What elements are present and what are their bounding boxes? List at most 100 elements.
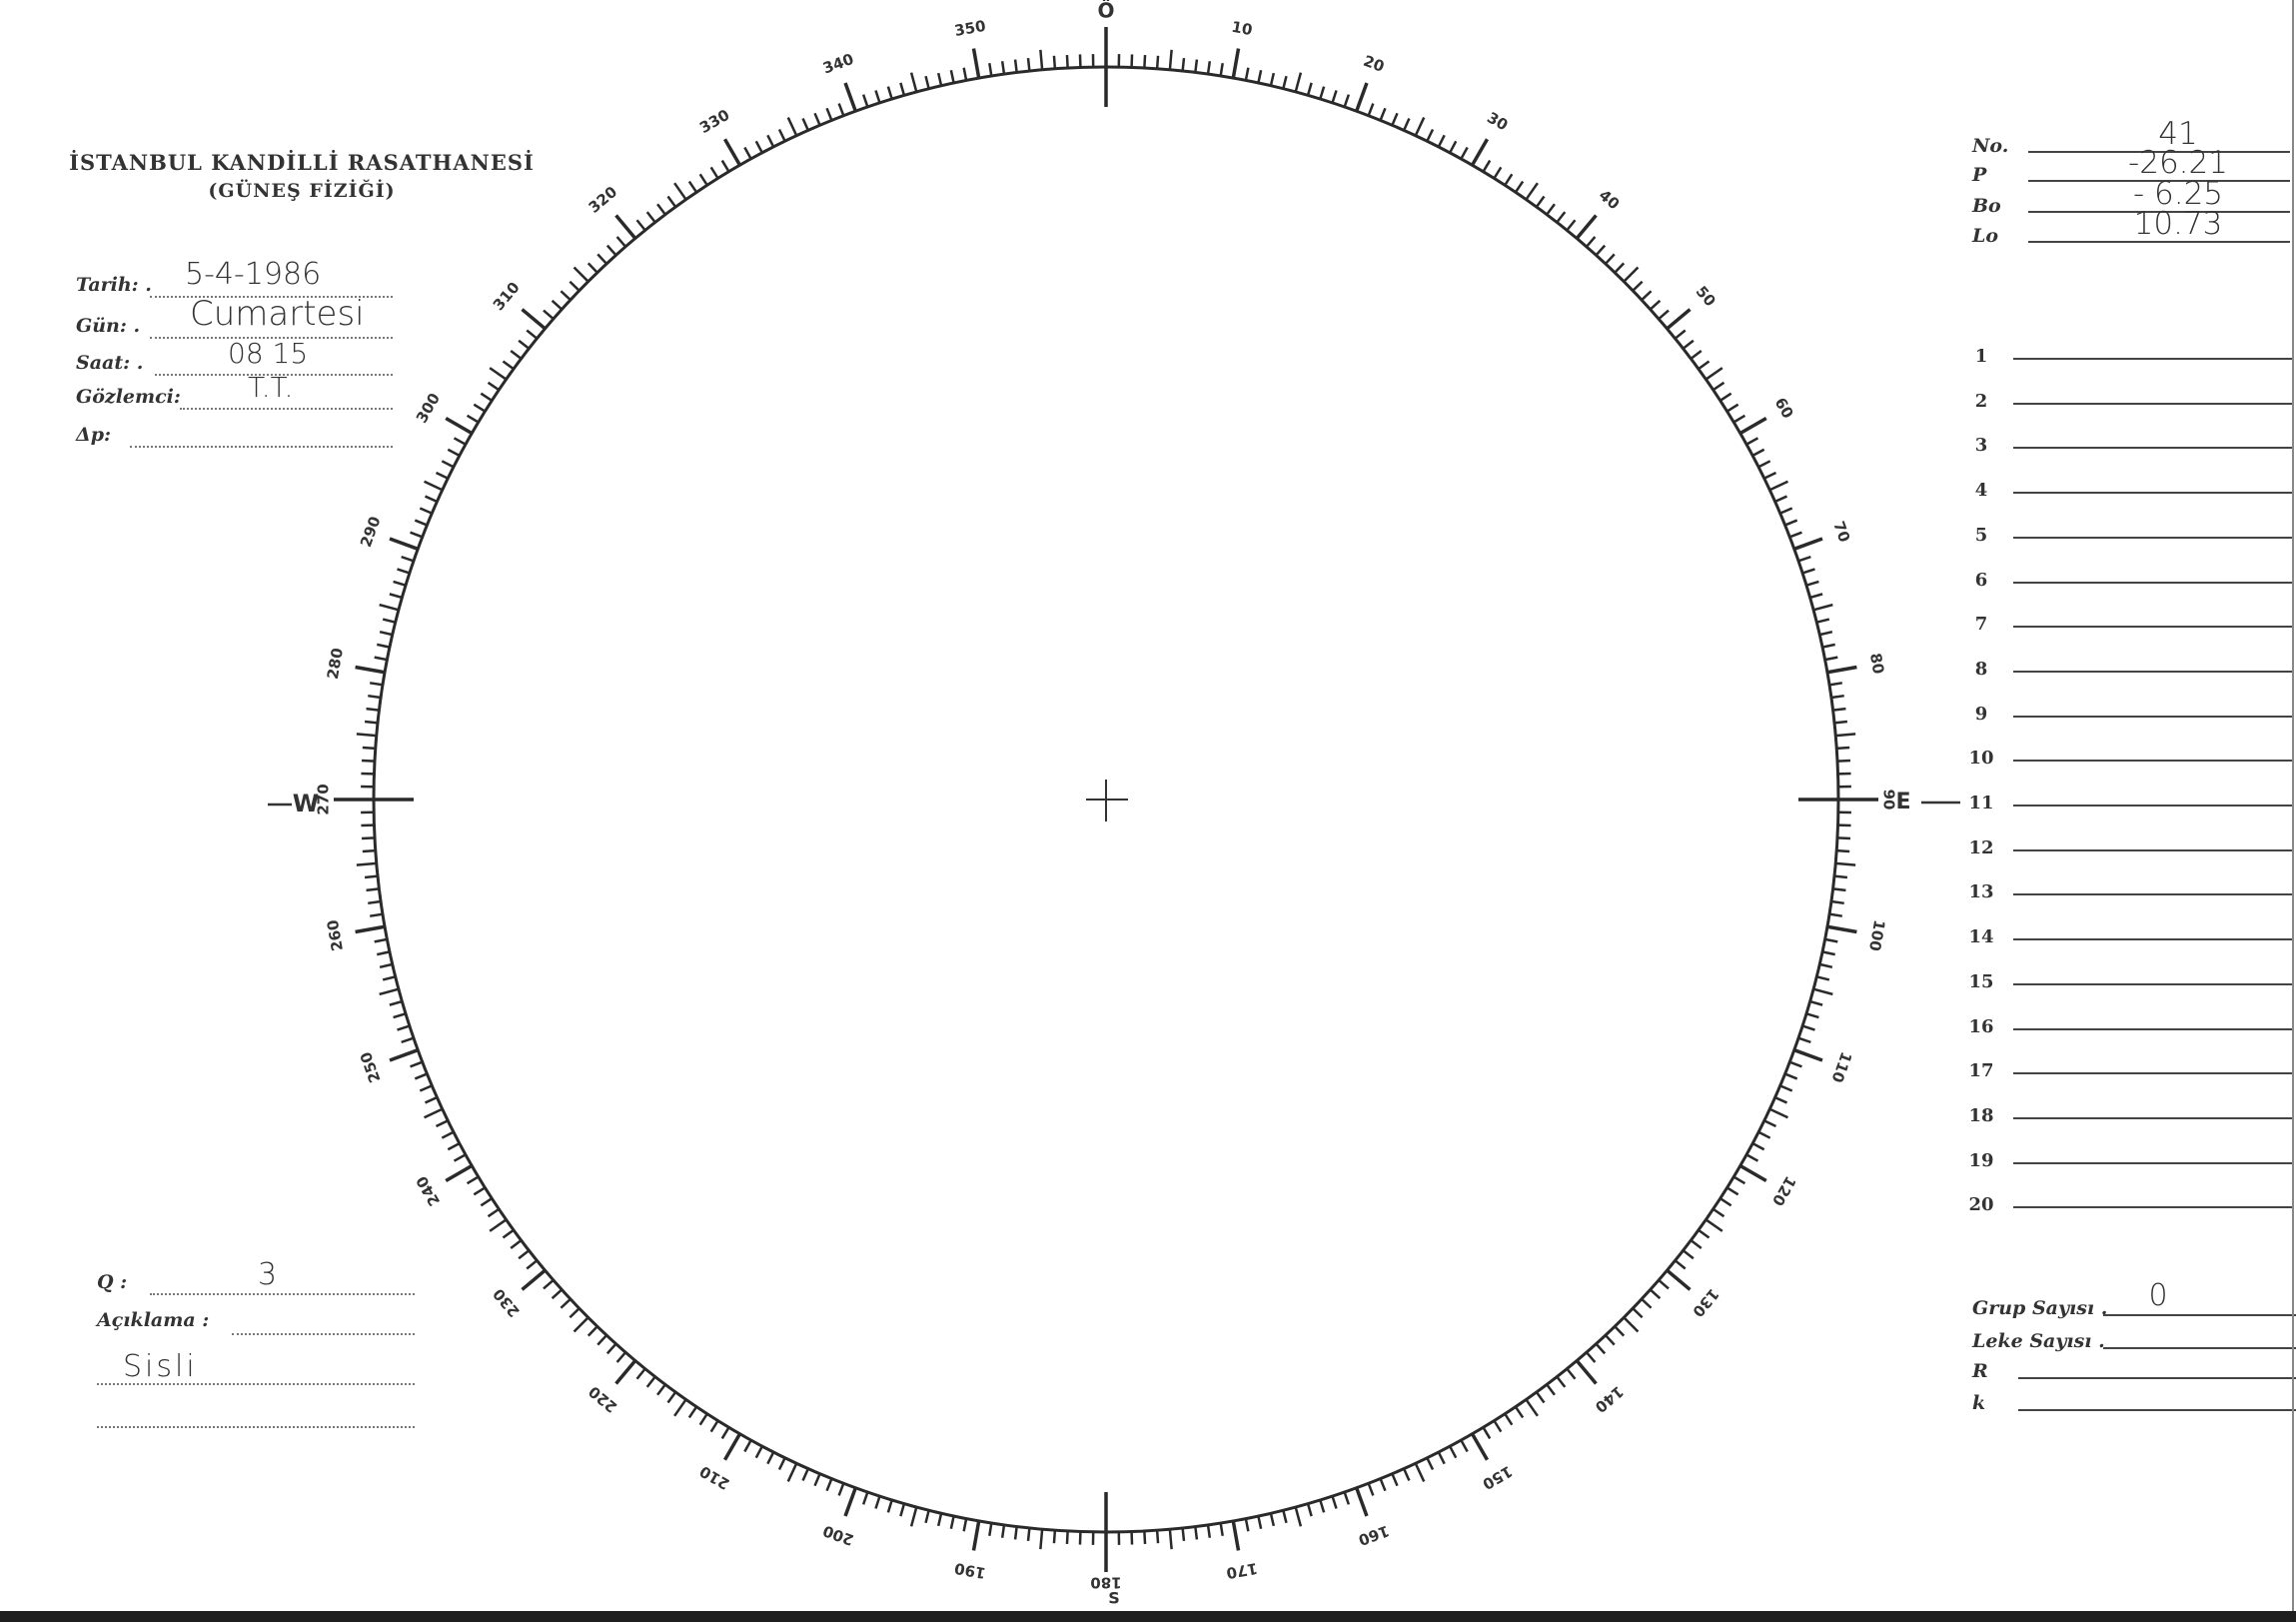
scan-bottom-edge	[0, 1611, 2296, 1622]
tick-251	[401, 1036, 415, 1044]
spot-entry-line-17[interactable]	[2013, 1072, 2292, 1075]
tick-9	[1219, 62, 1224, 77]
tick-239	[466, 1175, 480, 1185]
spot-entry-line-7[interactable]	[2013, 626, 2292, 629]
tick-292	[414, 519, 428, 527]
degree-label-0: Ö	[1097, 0, 1114, 23]
degree-label-340: 340	[820, 50, 856, 78]
field-value-0[interactable]: 5-4-1986	[185, 257, 322, 292]
spot-entry-line-2[interactable]	[2013, 402, 2292, 405]
tick-81	[1828, 682, 1843, 687]
field-value-3[interactable]: T.T.	[248, 371, 294, 404]
tick-246	[424, 1095, 438, 1104]
tick-300	[445, 416, 474, 436]
tick-24	[1402, 117, 1411, 131]
tick-183	[1065, 1530, 1069, 1545]
param-value-0[interactable]: 41	[2158, 116, 2198, 152]
tick-205	[786, 1462, 798, 1482]
line-number: 17	[1968, 1060, 1994, 1082]
spot-entry-line-16[interactable]	[2013, 1027, 2292, 1030]
tick-331	[743, 146, 752, 160]
tick-80	[1826, 665, 1857, 675]
spot-entry-line-15[interactable]	[2013, 982, 2292, 985]
tick-241	[453, 1153, 467, 1162]
tick-142	[1556, 1375, 1567, 1388]
tick-8	[1206, 61, 1212, 75]
tick-330	[722, 138, 742, 167]
line-number: 5	[1974, 524, 1988, 546]
spot-entry-line-8[interactable]	[2013, 670, 2292, 673]
tick-333	[766, 134, 775, 148]
spot-entry-line-14[interactable]	[2013, 938, 2292, 941]
tick-21	[1367, 103, 1375, 117]
q-value[interactable]: 3	[258, 1257, 278, 1292]
param-value-2[interactable]: - 6.25	[2132, 176, 2224, 212]
degree-label-180: 180	[1090, 1574, 1121, 1592]
tick-26	[1426, 128, 1435, 142]
tick-188	[1000, 1524, 1006, 1538]
note-text-1[interactable]: Sisli	[123, 1349, 198, 1384]
spot-entry-line-12[interactable]	[2013, 848, 2292, 851]
tick-212	[709, 1419, 719, 1433]
aciklama-line	[232, 1333, 415, 1335]
tick-290	[389, 537, 419, 551]
field-value-1[interactable]: Cumartesi	[190, 294, 365, 334]
tick-96	[1833, 874, 1848, 879]
count-line	[2018, 1409, 2296, 1411]
field-value-2[interactable]: 08 15	[228, 337, 309, 370]
tick-137	[1604, 1334, 1616, 1346]
tick-111	[1788, 1060, 1802, 1068]
degree-label-350: 350	[953, 17, 987, 40]
tick-346	[924, 75, 930, 90]
tick-49	[1658, 309, 1670, 321]
degree-label-100: 100	[1865, 918, 1888, 952]
tick-236	[487, 1207, 501, 1218]
count-value-0[interactable]: 0	[2148, 1278, 2168, 1313]
spot-entry-line-18[interactable]	[2013, 1116, 2292, 1119]
tick-237	[480, 1197, 493, 1207]
spot-entry-line-9[interactable]	[2013, 715, 2292, 718]
tick-206	[777, 1457, 786, 1471]
tick-350	[971, 48, 981, 79]
spot-entry-line-5[interactable]	[2013, 536, 2292, 539]
south-marker: S	[1108, 1589, 1120, 1608]
tick-248	[414, 1072, 428, 1080]
tick-303	[480, 392, 493, 402]
tick-357	[1065, 54, 1069, 69]
degree-label-40: 40	[1596, 186, 1624, 213]
degree-label-140: 140	[1592, 1382, 1628, 1416]
tick-226	[569, 1307, 580, 1319]
tick-48	[1649, 299, 1662, 311]
tick-20	[1355, 82, 1369, 112]
spot-entry-line-6[interactable]	[2013, 581, 2292, 584]
spot-entry-line-11[interactable]	[2013, 805, 2292, 807]
tick-69	[1788, 531, 1802, 539]
tick-316	[586, 262, 598, 274]
line-number: 10	[1968, 748, 1994, 770]
line-number: 3	[1974, 435, 1988, 457]
tick-74	[1809, 593, 1823, 600]
tick-230	[521, 1268, 547, 1291]
tick-250	[389, 1048, 419, 1062]
spot-entry-line-13[interactable]	[2013, 893, 2292, 896]
tick-154	[1426, 1457, 1435, 1471]
line-number: 11	[1968, 793, 1994, 813]
spot-entry-line-10[interactable]	[2013, 760, 2292, 763]
tick-57	[1720, 392, 1732, 402]
tick-329	[720, 159, 730, 173]
tick-352	[1000, 61, 1006, 75]
tick-214	[687, 1405, 698, 1419]
tick-343	[886, 86, 893, 100]
tick-253	[393, 1012, 407, 1019]
spot-entry-line-1[interactable]	[2013, 358, 2292, 360]
param-value-3[interactable]: 10.73	[2133, 206, 2223, 242]
spot-entry-line-19[interactable]	[2013, 1161, 2292, 1164]
degree-label-130: 130	[1689, 1285, 1722, 1321]
tick-336	[801, 117, 810, 131]
spot-entry-line-20[interactable]	[2013, 1206, 2292, 1209]
tick-216	[666, 1391, 677, 1404]
spot-entry-line-4[interactable]	[2013, 492, 2292, 495]
spot-entry-line-3[interactable]	[2013, 447, 2292, 450]
tick-313	[560, 290, 572, 302]
param-value-1[interactable]: -26.21	[2128, 145, 2228, 181]
